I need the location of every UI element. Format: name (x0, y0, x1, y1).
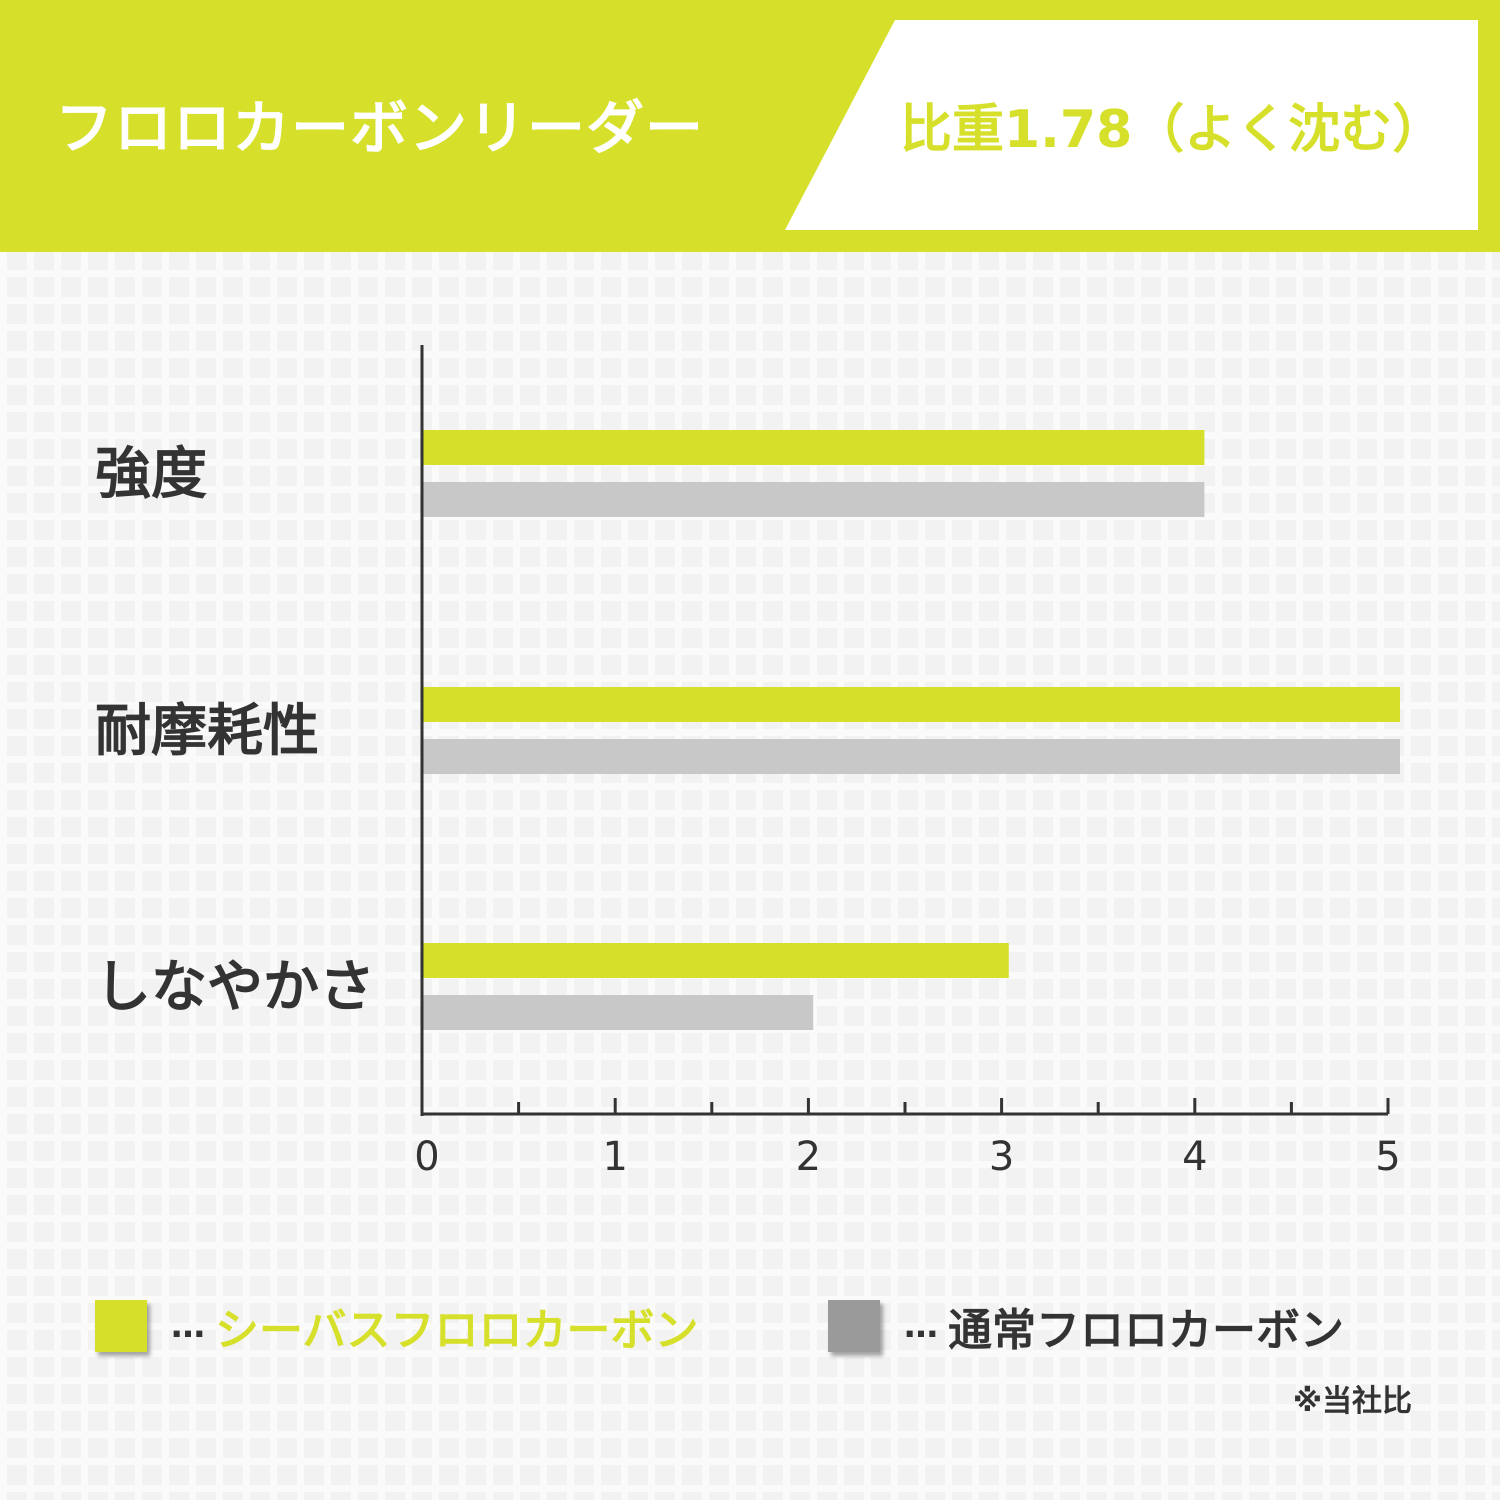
category-label-abrasion-resistance: 耐摩耗性 (95, 699, 319, 764)
bar-seabass-0 (422, 430, 1205, 465)
bar-standard-1 (422, 739, 1400, 774)
footnote: ※当社比 (1292, 1384, 1412, 1419)
x-tick-label: 3 (989, 1134, 1014, 1180)
category-label-strength: 強度 (95, 442, 207, 507)
x-tick-label: 0 (414, 1134, 439, 1180)
specific-gravity-badge (785, 20, 1478, 230)
specific-gravity-text: 比重1.78（よく沈む） (900, 100, 1445, 160)
category-label-flexibility: しなやかさ (95, 955, 375, 1020)
legend-swatch-seabass (95, 1300, 147, 1352)
legend-swatch-standard (828, 1300, 880, 1352)
x-tick-label: 2 (796, 1134, 821, 1180)
legend-separator: … (171, 1306, 205, 1346)
legend-separator: … (904, 1306, 938, 1346)
bar-standard-2 (422, 995, 814, 1030)
legend-label-seabass: シーバスフロロカーボン (215, 1305, 699, 1356)
legend-item-standard: … 通常フロロカーボン (828, 1296, 1344, 1356)
bar-seabass-2 (422, 943, 1009, 978)
x-tick-label: 4 (1182, 1134, 1207, 1180)
bar-seabass-1 (422, 687, 1400, 722)
legend-item-seabass: … シーバスフロロカーボン (95, 1296, 699, 1356)
legend-label-standard: 通常フロロカーボン (948, 1305, 1344, 1356)
header-banner: フロロカーボンリーダー 比重1.78（よく沈む） (0, 0, 1500, 252)
x-tick-label: 1 (602, 1134, 627, 1180)
page-title: フロロカーボンリーダー (55, 94, 705, 162)
x-tick-label: 5 (1375, 1134, 1400, 1180)
bar-standard-0 (422, 482, 1205, 517)
